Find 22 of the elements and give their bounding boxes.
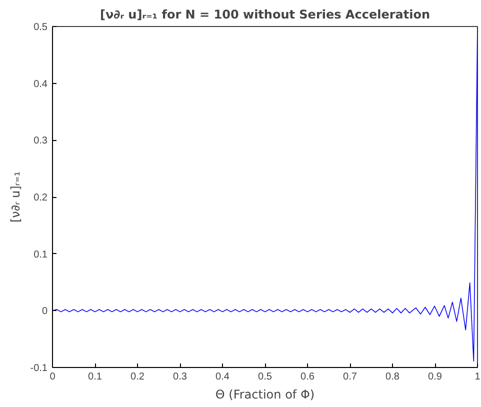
y-tick-label: 0.2 [34, 192, 48, 204]
x-tick-label: 0.4 [216, 372, 230, 382]
y-tick-label: 0.5 [34, 22, 48, 33]
y-axis-title: [ν∂ᵣ u]ᵣ₌₁ [8, 171, 22, 223]
x-tick-label: 1 [474, 372, 481, 382]
x-tick-label: 0.6 [300, 372, 315, 382]
x-tick-label: 0.3 [173, 372, 188, 382]
x-tick-label: 0.7 [343, 372, 358, 382]
y-tick-label: -0.1 [30, 363, 48, 374]
x-tick-label: 0.9 [428, 372, 442, 382]
chart-title: [ν∂ᵣ u]ᵣ₌₁ for N = 100 without Series Acceleration [100, 8, 430, 22]
x-axis-title: Θ (Fraction of Φ) [215, 388, 315, 402]
y-tick-label: 0.3 [34, 136, 48, 147]
x-tick-label: 0.1 [88, 372, 102, 382]
x-tick-label: 0.5 [258, 372, 272, 382]
y-tick-label: 0 [42, 306, 48, 318]
x-tick-label: 0.2 [130, 372, 145, 382]
line-series [52, 26, 478, 362]
x-tick-label: 0.8 [386, 372, 400, 382]
y-tick-label: 0.1 [34, 249, 48, 260]
x-tick-label: 0 [50, 372, 56, 382]
y-tick-label: 0.4 [34, 78, 48, 90]
